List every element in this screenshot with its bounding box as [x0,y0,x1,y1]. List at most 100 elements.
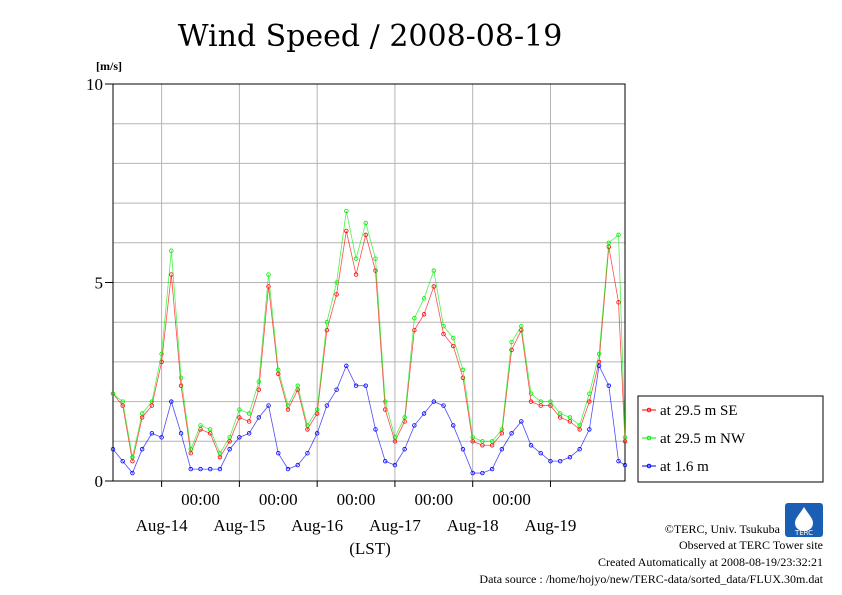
data-point [392,462,398,468]
data-point [178,383,184,388]
data-point [169,399,174,404]
data-point [208,466,213,472]
data-point [460,447,466,452]
x-tick-bottom-label: Aug-16 [291,516,343,535]
data-point [538,451,543,456]
legend-label: at 29.5 m SE [660,403,738,419]
x-tick-top-label: 00:00 [492,490,531,509]
data-point [169,248,174,253]
legend-label: at 29.5 m NW [660,431,746,447]
data-point [412,316,417,321]
data-point [587,399,592,404]
data-point [577,423,582,428]
data-point [528,391,534,396]
data-point [587,391,592,396]
data-point [159,351,164,357]
data-point [509,347,514,353]
data-point [596,363,602,369]
data-point [519,323,524,329]
x-tick-bottom-label: Aug-17 [369,516,421,535]
x-tick-bottom-label: Aug-15 [213,516,265,535]
data-point [383,399,388,404]
data-point [441,403,446,408]
data-point [373,427,378,432]
data-point [451,423,456,428]
data-point [528,399,534,404]
y-tick-label: 10 [86,75,103,94]
data-point [596,351,602,357]
x-axis-label: (LST) [349,539,391,558]
data-point [178,375,184,380]
data-point [334,387,339,392]
data-point [451,343,456,349]
data-point [276,367,281,373]
x-tick-top-label: 00:00 [337,490,376,509]
data-point [441,323,446,329]
data-point [509,431,514,436]
y-ticks: 0 5 10 [86,75,113,491]
data-point [276,451,281,456]
data-point [324,403,330,408]
data-point [110,447,116,452]
data-point [353,256,359,261]
series-2 [110,363,628,476]
x-tick-bottom-label: Aug-14 [136,516,188,535]
data-point [208,427,213,432]
data-point [421,411,427,416]
data-point [577,447,582,452]
data-point [363,383,368,388]
data-point [587,427,592,432]
data-point [246,419,252,424]
data-point [295,383,300,388]
data-point [383,458,388,464]
series-layer [110,208,628,476]
data-point [470,470,475,476]
data-point [256,379,262,384]
data-point [528,443,534,448]
data-point [402,447,407,452]
y-tick-label: 0 [95,472,104,491]
data-point [499,447,505,452]
created-text: Created Automatically at 2008-08-19/23:3… [598,555,823,569]
data-point [616,232,621,238]
data-point [266,272,271,277]
data-point [421,296,427,301]
series-line [112,364,626,474]
y-axis-label: [m/s] [96,59,122,73]
data-point [353,272,359,277]
data-point [402,415,407,420]
data-point [110,391,116,396]
data-point [392,435,398,440]
data-point [480,470,485,476]
data-point [616,458,621,464]
data-point [324,327,330,333]
data-point [344,363,349,369]
data-point [314,407,320,412]
data-point [622,462,628,468]
data-point [256,387,262,392]
data-point [470,435,475,440]
data-point [373,256,378,261]
data-point [344,208,349,214]
source-text: Data source : /home/hojyo/new/TERC-data/… [479,572,823,586]
data-point [217,451,223,456]
data-point [198,466,203,472]
data-point [373,268,378,273]
data-point [509,339,514,345]
data-point [548,458,553,464]
data-point [606,240,611,245]
data-point [431,399,437,404]
data-point [489,439,495,444]
data-point [421,312,427,317]
data-point [567,415,573,420]
data-point [120,399,125,404]
data-point [548,399,553,404]
data-point [344,228,349,234]
data-point [606,383,611,388]
data-point [324,320,330,325]
terc-logo: TERC [785,503,823,537]
data-point [130,454,135,460]
data-point [557,411,563,416]
series-line [112,230,626,462]
data-point [557,458,563,464]
